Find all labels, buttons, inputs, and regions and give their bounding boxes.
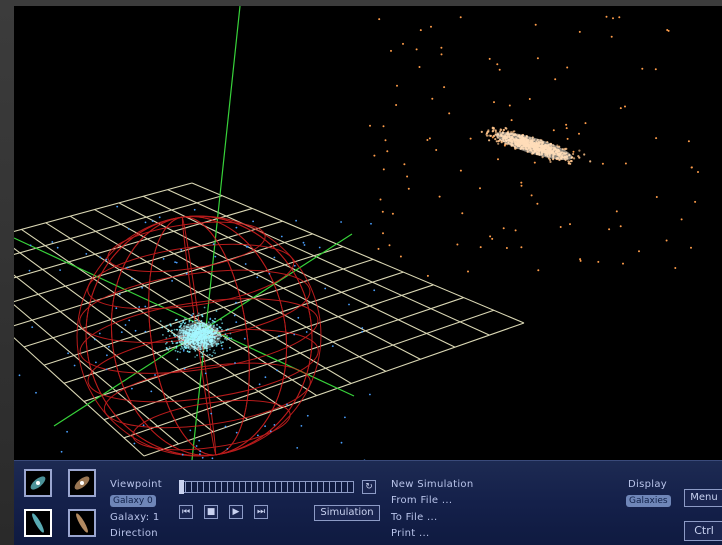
refresh-button[interactable]: ↻ — [362, 480, 376, 494]
blue-galaxy-thumb[interactable] — [24, 469, 52, 497]
menu-print[interactable]: Print ... — [391, 528, 430, 539]
blue-galaxy — [18, 205, 376, 460]
skip-forward-icon: ⏭ — [256, 507, 266, 517]
orange-galaxy-edge-icon — [76, 513, 88, 533]
blue-galaxy-edge-thumb[interactable] — [24, 509, 52, 537]
simulation-window: Viewpoint Galaxy 0 Galaxy: 1 Direction ↻… — [14, 6, 722, 545]
orange-galaxy-thumb[interactable] — [68, 469, 96, 497]
blue-galaxy-core — [177, 322, 221, 350]
direction-label[interactable]: Direction — [110, 528, 158, 539]
orange-galaxy-core — [495, 132, 573, 160]
display-label: Display — [628, 479, 667, 490]
control-panel: Viewpoint Galaxy 0 Galaxy: 1 Direction ↻… — [14, 460, 722, 545]
simulation-button[interactable]: Simulation — [314, 505, 380, 521]
play-icon: ▶ — [232, 507, 240, 517]
time-slider-knob[interactable] — [179, 480, 184, 494]
stop-icon: ■ — [206, 507, 216, 517]
menu-to-file[interactable]: To File ... — [391, 512, 438, 523]
stop-button[interactable]: ■ — [204, 505, 218, 519]
first-frame-button[interactable]: ⏮ — [179, 505, 193, 519]
blue-galaxy-edge-icon — [32, 513, 44, 533]
orange-galaxy-edge-thumb[interactable] — [68, 509, 96, 537]
blue-galaxy-icon — [30, 476, 46, 490]
time-slider[interactable] — [179, 480, 354, 494]
refresh-icon: ↻ — [365, 482, 373, 492]
orange-galaxy-icon — [74, 476, 90, 490]
grid-plane — [14, 182, 525, 457]
menu-button[interactable]: Menu — [684, 489, 722, 507]
play-button[interactable]: ▶ — [229, 505, 243, 519]
menu-from-file[interactable]: From File ... — [391, 495, 453, 506]
skip-back-icon: ⏮ — [181, 507, 191, 517]
3d-viewport[interactable] — [14, 6, 722, 460]
ctrl-button[interactable]: Ctrl — [684, 521, 722, 541]
galaxy-selector[interactable]: Galaxy: 1 — [110, 512, 160, 523]
viewpoint-label: Viewpoint — [110, 479, 162, 490]
galaxy-scene[interactable] — [14, 6, 722, 460]
menu-new-simulation[interactable]: New Simulation — [391, 479, 474, 490]
last-frame-button[interactable]: ⏭ — [254, 505, 268, 519]
display-mode-toggle[interactable]: Galaxies — [626, 495, 671, 507]
viewpoint-mode-toggle[interactable]: Galaxy 0 — [110, 495, 156, 507]
z-axis — [191, 6, 241, 460]
